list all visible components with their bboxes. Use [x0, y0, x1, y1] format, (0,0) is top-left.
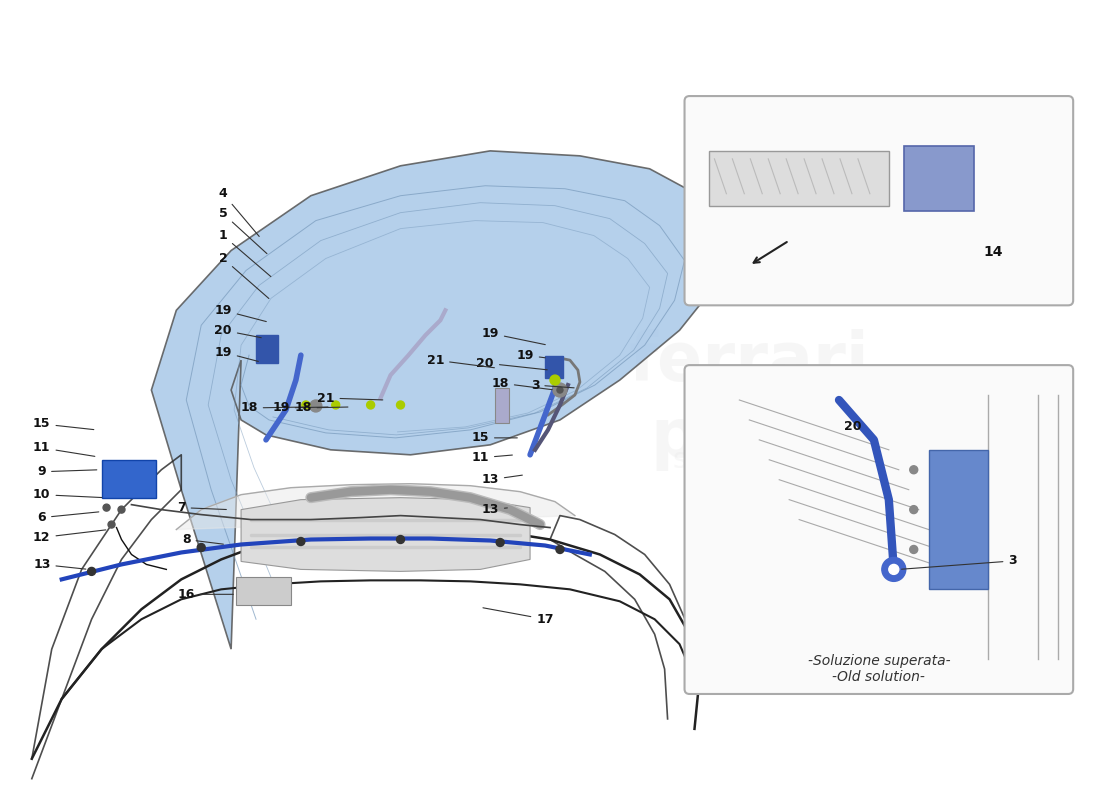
Text: 13: 13	[482, 474, 522, 486]
Circle shape	[910, 466, 917, 474]
Text: 12: 12	[33, 530, 106, 544]
Circle shape	[301, 401, 310, 409]
Text: 17: 17	[483, 608, 553, 626]
Text: 5: 5	[219, 207, 267, 254]
Text: 18: 18	[241, 402, 306, 414]
Text: 1: 1	[219, 229, 271, 277]
Circle shape	[197, 543, 206, 551]
Bar	[101, 460, 156, 498]
Circle shape	[396, 535, 405, 543]
Text: 2: 2	[219, 252, 268, 298]
Bar	[256, 335, 278, 363]
Circle shape	[366, 401, 375, 409]
Bar	[236, 578, 290, 606]
Text: 15: 15	[33, 418, 94, 430]
Text: 11: 11	[472, 451, 513, 464]
Text: 19: 19	[516, 349, 546, 362]
Text: 19: 19	[273, 402, 328, 414]
Text: 18: 18	[492, 377, 552, 390]
FancyBboxPatch shape	[684, 96, 1074, 306]
Circle shape	[88, 567, 96, 575]
Circle shape	[297, 538, 305, 546]
Text: 3: 3	[902, 554, 1018, 570]
Bar	[710, 151, 889, 206]
Bar	[495, 388, 509, 423]
Text: 19: 19	[482, 326, 546, 345]
Circle shape	[889, 565, 899, 574]
Text: 20: 20	[214, 324, 262, 338]
Text: 13: 13	[33, 558, 86, 571]
Text: 7: 7	[177, 501, 227, 514]
Text: 18: 18	[294, 402, 348, 414]
Text: 14: 14	[983, 245, 1003, 258]
Bar	[928, 450, 989, 590]
Circle shape	[910, 546, 917, 554]
Circle shape	[310, 400, 322, 412]
Bar	[544, 356, 563, 378]
Polygon shape	[152, 151, 729, 649]
Bar	[904, 146, 974, 210]
Text: 6: 6	[37, 511, 99, 524]
Polygon shape	[176, 484, 575, 530]
Circle shape	[550, 375, 560, 385]
FancyBboxPatch shape	[684, 365, 1074, 694]
Circle shape	[553, 383, 566, 397]
Text: ferrari
parts: ferrari parts	[629, 329, 870, 471]
Circle shape	[332, 401, 340, 409]
Text: 15: 15	[472, 431, 517, 444]
Text: 13: 13	[482, 503, 507, 516]
Text: 8: 8	[182, 533, 223, 546]
Polygon shape	[241, 498, 530, 571]
Text: 21: 21	[317, 391, 383, 405]
Circle shape	[557, 387, 563, 393]
Text: 20: 20	[844, 420, 861, 433]
Text: -Old solution-: -Old solution-	[833, 670, 925, 684]
Text: -Soluzione superata-: -Soluzione superata-	[807, 654, 950, 668]
Circle shape	[556, 546, 564, 554]
Circle shape	[496, 538, 504, 546]
Text: 19: 19	[214, 304, 266, 322]
Text: 9: 9	[37, 466, 97, 478]
Text: 21: 21	[427, 354, 494, 368]
Text: 16: 16	[177, 588, 233, 601]
Circle shape	[910, 506, 917, 514]
Text: 3: 3	[530, 378, 574, 391]
Circle shape	[108, 521, 115, 528]
Circle shape	[396, 401, 405, 409]
Circle shape	[882, 558, 905, 582]
Text: 20: 20	[476, 357, 547, 370]
Text: 11: 11	[33, 442, 95, 456]
Text: 10: 10	[33, 488, 102, 501]
Circle shape	[118, 506, 125, 513]
Text: 19: 19	[214, 346, 258, 362]
Text: 4: 4	[219, 187, 260, 237]
Circle shape	[103, 504, 110, 511]
Text: since 1995: since 1995	[673, 446, 825, 474]
